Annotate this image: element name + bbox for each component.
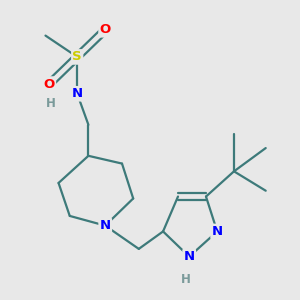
Text: H: H bbox=[46, 97, 56, 110]
Text: N: N bbox=[212, 225, 223, 238]
Text: O: O bbox=[100, 23, 111, 36]
Text: N: N bbox=[72, 87, 83, 100]
Text: N: N bbox=[100, 219, 111, 232]
Text: N: N bbox=[184, 250, 195, 263]
Text: O: O bbox=[44, 78, 55, 91]
Text: S: S bbox=[72, 50, 82, 63]
Text: H: H bbox=[181, 273, 190, 286]
